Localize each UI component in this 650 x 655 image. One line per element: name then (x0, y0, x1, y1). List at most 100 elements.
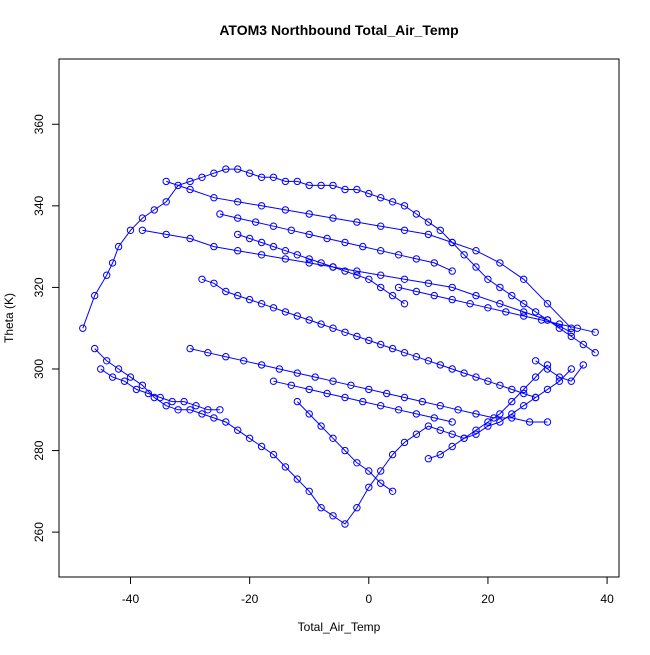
data-point (448, 365, 456, 373)
data-point (275, 365, 284, 373)
data-point (472, 410, 480, 418)
data-point (496, 410, 504, 418)
data-point (353, 504, 361, 512)
series-line (237, 233, 405, 305)
data-point (353, 271, 361, 279)
x-tick-label: 0 (365, 592, 372, 606)
x-tick-label: -20 (241, 592, 259, 606)
y-tick-label: 320 (32, 277, 46, 297)
data-point (484, 275, 492, 283)
data-point (531, 308, 540, 316)
data-point (520, 308, 528, 316)
data-point (269, 222, 278, 230)
data-point (520, 389, 528, 398)
data-point (234, 214, 242, 222)
data-point (508, 397, 516, 406)
data-point (400, 275, 409, 283)
data-point (400, 226, 409, 235)
data-point (240, 357, 248, 365)
data-point (436, 226, 444, 235)
data-point (472, 291, 480, 300)
series-10 (216, 210, 456, 275)
data-point (424, 230, 433, 239)
data-point (144, 389, 153, 398)
data-point (412, 410, 421, 418)
data-point (496, 259, 504, 267)
data-point (436, 426, 444, 434)
data-point (353, 185, 361, 194)
data-point (162, 230, 170, 239)
series-line (201, 278, 536, 398)
data-point (436, 450, 444, 459)
data-point (281, 463, 290, 471)
data-point (234, 426, 242, 434)
data-point (591, 349, 599, 357)
data-point (377, 402, 385, 410)
data-point (192, 402, 200, 410)
data-point (400, 393, 409, 402)
series-line (82, 168, 596, 354)
data-point (305, 316, 313, 324)
data-point (388, 198, 397, 206)
data-point (520, 300, 528, 308)
data-point (323, 234, 331, 243)
data-point (543, 365, 552, 373)
data-point (394, 283, 403, 292)
data-point (347, 381, 355, 389)
data-point (472, 263, 480, 271)
data-point (120, 377, 129, 385)
data-point (269, 304, 278, 312)
series-line (189, 348, 548, 423)
data-point (377, 247, 385, 255)
data-point (323, 389, 331, 398)
data-point (496, 381, 504, 389)
data-point (186, 344, 194, 353)
series-4 (198, 275, 540, 402)
data-point (365, 336, 373, 345)
data-point (496, 300, 504, 308)
data-point (388, 291, 397, 300)
data-point (400, 202, 409, 210)
data-point (472, 430, 480, 438)
data-point (305, 210, 313, 218)
data-point (430, 259, 438, 267)
data-point (234, 230, 242, 239)
data-point (138, 226, 147, 235)
series-line (273, 380, 453, 423)
data-point (138, 381, 147, 389)
data-point (222, 353, 230, 361)
data-point (412, 430, 421, 438)
data-point (257, 300, 266, 308)
data-point (186, 234, 194, 243)
data-point (377, 194, 385, 202)
data-point (412, 210, 421, 218)
data-point (329, 263, 337, 271)
data-point (520, 402, 528, 410)
data-point (520, 275, 528, 283)
data-point (496, 283, 504, 292)
data-point (114, 365, 123, 373)
data-point (466, 300, 474, 308)
data-point (472, 426, 480, 434)
data-point (281, 308, 290, 316)
data-point (543, 300, 552, 308)
data-point (329, 324, 337, 332)
data-point (484, 418, 492, 426)
data-point (317, 320, 325, 328)
data-point (424, 218, 433, 226)
data-point (341, 267, 349, 275)
series-9 (97, 365, 224, 414)
data-point (341, 446, 349, 455)
data-point (353, 267, 361, 275)
x-tick-label: 20 (481, 592, 495, 606)
data-point (210, 169, 218, 177)
data-point (156, 393, 165, 402)
data-point (341, 185, 349, 194)
data-point (162, 402, 170, 410)
series-line (100, 368, 220, 411)
data-point (216, 210, 224, 218)
data-point (400, 300, 409, 308)
data-point (400, 349, 409, 357)
data-point (222, 165, 230, 173)
